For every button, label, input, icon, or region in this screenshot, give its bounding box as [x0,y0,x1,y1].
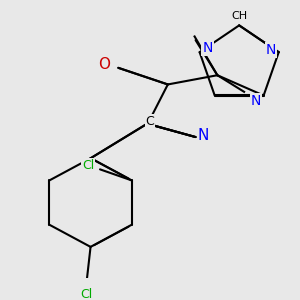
Text: C: C [146,115,154,128]
Text: Cl: Cl [80,288,93,300]
Text: N: N [250,94,261,108]
Text: Cl: Cl [82,159,94,172]
Text: N: N [198,128,209,143]
Text: N: N [266,43,276,57]
Text: O: O [98,57,110,72]
Text: CH: CH [231,11,247,21]
Text: N: N [202,41,213,56]
